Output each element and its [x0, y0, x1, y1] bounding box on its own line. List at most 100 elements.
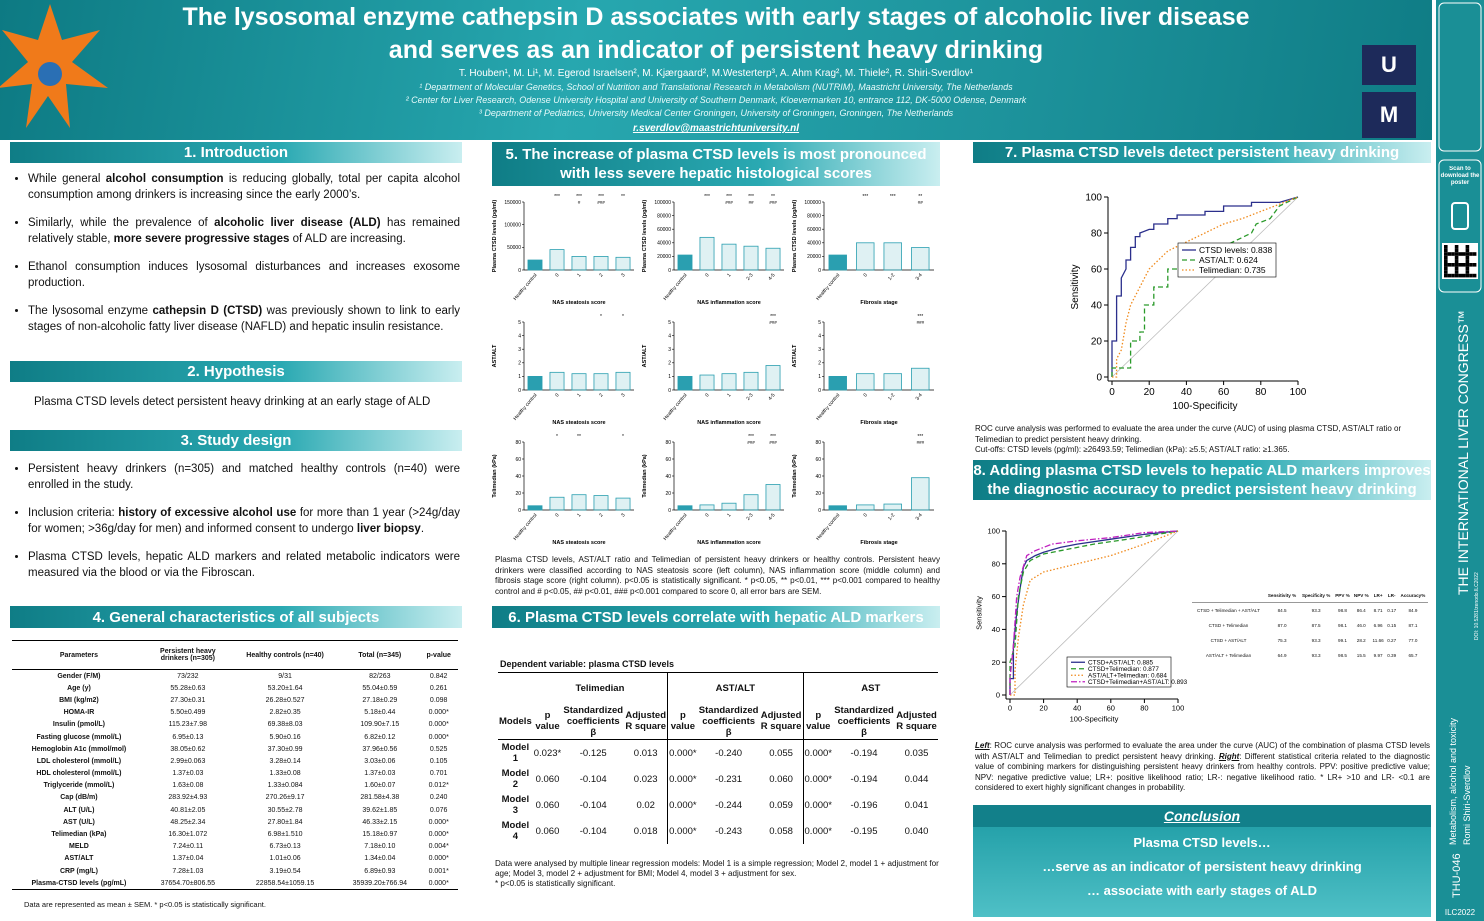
cell: 0.000*	[667, 792, 698, 818]
cell: BMI (kg/m2)	[59, 696, 99, 704]
qr-cell	[1444, 248, 1448, 253]
cell: 7.28±1.03	[172, 867, 204, 875]
y-tick-label: 60	[515, 457, 521, 463]
cell: CRP (mg/L)	[59, 867, 98, 875]
qr-cell	[1444, 259, 1448, 263]
y-tick-label: 0	[818, 508, 821, 514]
bullet: Similarly, while the prevalence of alcoh…	[28, 215, 460, 247]
cell: 22858.54±1059.15	[255, 879, 315, 887]
caption-line: ROC curve analysis was performed to eval…	[975, 424, 1402, 444]
y-tick-label: 40000	[807, 241, 821, 247]
cell: -0.231	[715, 773, 743, 785]
subheader-cell: Standardized coefficients β	[563, 704, 624, 738]
presenter: Romi Shiri-Sverdlov	[1462, 765, 1472, 845]
cell: 6.89±0.93	[364, 867, 396, 875]
annotation: ***	[748, 194, 754, 200]
x-tick-label: Healthy control	[662, 272, 688, 301]
cell: 0.000*	[802, 739, 834, 766]
qr-cell	[1454, 245, 1459, 249]
qr-cell	[1451, 273, 1455, 278]
y-tick-label: 40000	[657, 241, 671, 247]
cell: 30.55±2.78	[267, 806, 303, 814]
qr-cell	[1444, 245, 1448, 249]
y-tick-label: 60	[665, 457, 671, 463]
y-tick-label: 3	[668, 347, 671, 353]
subheader-cell: Adjusted R square	[896, 710, 937, 732]
y-tick-label: 40	[992, 625, 1000, 634]
cell: 1.37±0.03	[364, 770, 396, 778]
bullet: The lysosomal enzyme cathepsin D (CTSD) …	[28, 303, 460, 335]
cell: 87.5	[1311, 623, 1321, 628]
x-tick-label: 0	[862, 392, 869, 398]
cell: 1.33±0.084	[267, 782, 303, 790]
bar	[856, 242, 875, 271]
cell: 0.842	[429, 672, 448, 680]
y-tick-label: 4	[818, 333, 821, 339]
text-run: Persistent heavy drinkers (n=305) and ma…	[28, 463, 460, 491]
cell: 37.30±0.99	[267, 745, 303, 753]
y-axis-label: AST/ALT	[792, 344, 798, 367]
x-tick-label: 1-2	[887, 272, 896, 282]
subheader-cell: Adjusted R square	[625, 710, 667, 732]
bar	[743, 494, 759, 511]
group-header: Telimedian	[575, 682, 625, 694]
y-tick-label: 50000	[507, 245, 521, 251]
cell: 55.04±0.59	[362, 684, 398, 692]
x-tick-label: 0	[704, 272, 711, 278]
cell: 0.040	[904, 825, 929, 837]
text-run: Right	[1218, 751, 1240, 761]
table-row: Triglyceride (mmol/L) 1.63±0.08 1.33±0.084…	[12, 780, 458, 792]
y-tick-label: 80	[515, 440, 521, 446]
cell: 0.018	[633, 825, 658, 837]
cell: 93.3	[1311, 638, 1321, 643]
um-logo	[1362, 45, 1416, 85]
section-title: 3. Study design	[10, 430, 462, 451]
cell: 46.33±2.15	[362, 818, 398, 826]
figure: Plasma CTSD levels (pg/ml) 05000010000015…	[492, 194, 934, 545]
cell: 11.66	[1372, 638, 1384, 643]
bar	[828, 505, 847, 511]
cell: 0.000*	[667, 818, 698, 844]
x-tick-label: 0	[554, 392, 561, 398]
table-row: ALT (U/L) 40.81±2.05 30.55±2.78 39.62±1.85 0…	[12, 804, 458, 816]
cell: -0.104	[579, 773, 607, 785]
annotation: ***	[862, 194, 868, 200]
bullets: Persistent heavy drinkers (n=305) and ma…	[10, 461, 460, 593]
um-letter: U	[1381, 52, 1397, 77]
qr-cell	[1444, 270, 1448, 274]
qr-cell	[1451, 252, 1455, 256]
table-row: HDL cholesterol (mmol/L) 1.37±0.03 1.33±0.…	[12, 768, 458, 780]
reference-line	[1009, 530, 1179, 696]
note-line: Data were analysed by multiple linear re…	[495, 859, 939, 878]
annotation: ##	[748, 200, 754, 205]
title: and serves as an indicator of persistent…	[388, 36, 1044, 64]
y-tick-label: 40	[515, 474, 521, 480]
y-tick-label: 3	[518, 347, 521, 353]
y-tick-label: 20	[515, 491, 521, 497]
event: ILC2022	[1445, 908, 1476, 917]
regression-table: Telimedian AST/ALT AST Models p value Standar…	[498, 673, 938, 844]
cell: Age (y)	[67, 684, 91, 692]
bar	[527, 505, 543, 511]
annotation: ***	[748, 434, 754, 440]
roc-line	[1009, 530, 1179, 695]
y-tick-label: 0	[668, 268, 671, 274]
group-header: AST	[861, 682, 881, 694]
cell: -0.194	[850, 747, 878, 759]
qr-cell	[1454, 248, 1459, 253]
y-tick-label: 20	[992, 658, 1000, 667]
annotation: ##	[918, 200, 924, 205]
um-letter: M	[1380, 102, 1398, 127]
cell: 6.82±0.12	[364, 733, 396, 741]
annotation: ###	[725, 200, 733, 205]
y-tick-label: 60000	[807, 227, 821, 233]
y-tick-label: 80	[815, 440, 821, 446]
annotation: ###	[597, 200, 605, 205]
y-tick-label: 60	[992, 592, 1000, 601]
cell: 64.9	[1277, 653, 1287, 658]
x-tick-label: 0	[1109, 387, 1115, 398]
text-run: Plasma CTSD levels, hepatic ALD markers …	[28, 551, 460, 579]
text-run: Inclusion criteria:	[28, 507, 119, 519]
cell: 6.73±0.13	[269, 843, 301, 851]
qr-cell	[1444, 255, 1448, 260]
